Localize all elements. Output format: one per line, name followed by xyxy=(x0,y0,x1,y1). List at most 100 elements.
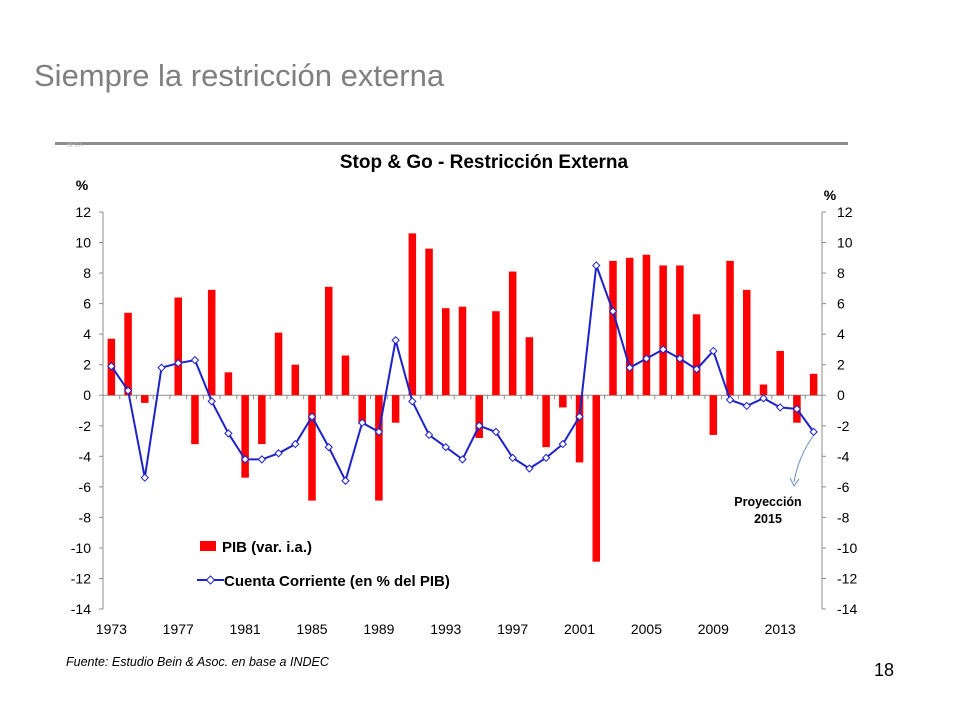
pib-bar xyxy=(759,384,768,396)
cuenta-corriente-point xyxy=(491,427,501,437)
slide-title: Siempre la restricción externa xyxy=(34,58,445,93)
pib-bar xyxy=(492,311,500,396)
cuenta-corriente-point xyxy=(692,365,701,374)
pib-bar xyxy=(592,395,601,562)
pib-bar xyxy=(726,260,734,396)
left-tick-label: 2 xyxy=(83,357,91,373)
pib-bar xyxy=(174,297,183,396)
cuenta-corriente-point xyxy=(408,397,417,406)
x-tick-label: 1985 xyxy=(296,621,327,637)
cuenta-corriente-point xyxy=(107,362,116,371)
left-tick-label: 0 xyxy=(83,387,91,403)
pib-bar xyxy=(207,289,216,396)
right-tick-label: -4 xyxy=(837,448,850,464)
cuenta-corriente-point xyxy=(792,404,802,414)
source-note: Fuente: Estudio Bein & Asoc. en base a I… xyxy=(66,655,329,669)
cuenta-corriente-point xyxy=(725,395,735,405)
cuenta-corriente-point xyxy=(341,476,350,485)
pib-bar xyxy=(124,312,132,396)
pib-bar xyxy=(141,395,149,403)
cuenta-corriente-point xyxy=(642,354,651,363)
title-divider xyxy=(55,142,848,145)
left-tick-label: 4 xyxy=(83,326,91,342)
cuenta-corriente-point xyxy=(157,363,166,372)
annotation-line1: Proyección xyxy=(734,495,801,509)
right-tick-label: 2 xyxy=(837,357,845,373)
cuenta-corriente-point xyxy=(374,427,384,437)
pib-bar xyxy=(458,306,467,396)
cuenta-corriente-point xyxy=(324,442,333,452)
bar-series xyxy=(107,233,818,562)
pib-bar xyxy=(525,337,534,396)
pib-bar xyxy=(625,257,634,396)
cuenta-corriente-point xyxy=(475,421,484,430)
cuenta-corriente-point xyxy=(458,455,467,464)
right-tick-label: 8 xyxy=(837,265,845,281)
cuenta-corriente-point xyxy=(558,439,568,449)
x-tick-label: 1993 xyxy=(430,621,461,637)
cuenta-corriente-point xyxy=(224,429,233,438)
right-axis-unit: % xyxy=(824,187,837,203)
annotation-arrowhead xyxy=(789,477,800,487)
cuenta-corriente-point xyxy=(592,261,601,270)
cuenta-corriente-point xyxy=(424,430,434,440)
pib-bar xyxy=(358,395,366,425)
cuenta-corriente-point xyxy=(140,473,150,482)
pib-bar xyxy=(391,395,400,423)
pib-bar xyxy=(442,308,450,396)
right-tick-label: 4 xyxy=(837,326,845,342)
line-series xyxy=(107,261,818,485)
cuenta-corriente-point xyxy=(809,427,818,437)
left-tick-label: -14 xyxy=(71,601,91,617)
left-tick-label: 12 xyxy=(75,204,91,220)
cuenta-corriente-point xyxy=(742,401,751,411)
left-tick-label: -10 xyxy=(71,540,91,556)
pib-bar xyxy=(324,286,333,396)
cuenta-corriente-point xyxy=(658,345,668,354)
left-tick-label: -12 xyxy=(71,570,91,586)
x-tick-label: 1981 xyxy=(230,621,261,637)
x-tick-label: 2013 xyxy=(765,621,796,637)
cuenta-corriente-point xyxy=(190,355,200,365)
legend: PIB (var. i.a.) Cuenta Corriente (en % d… xyxy=(197,539,450,590)
cuenta-corriente-point xyxy=(675,354,685,363)
cuenta-corriente-point xyxy=(291,439,300,449)
right-tick-label: -14 xyxy=(837,601,857,617)
pib-bar xyxy=(642,254,651,396)
pib-bar xyxy=(709,395,718,435)
x-tick-label: 1977 xyxy=(163,621,194,637)
right-tick-label: 0 xyxy=(837,387,845,403)
pib-bar xyxy=(291,364,300,396)
pib-bar xyxy=(224,372,233,396)
cuenta-corriente-point xyxy=(625,363,634,372)
cuenta-corriente-point xyxy=(240,455,250,464)
right-tick-label: -12 xyxy=(837,570,857,586)
left-tick-label: -2 xyxy=(79,418,92,434)
axes: 12 12 10 10 8 8 6 6 4 4 2 2 0 0 -2 -2 -4 -4 -6 -6 -8 -8 -10 -10… xyxy=(71,204,858,637)
cuenta-corriente-point xyxy=(575,412,584,421)
right-tick-label: 10 xyxy=(837,235,853,251)
left-tick-label: 6 xyxy=(83,296,91,312)
cuenta-corriente-point xyxy=(357,418,367,427)
pib-bar xyxy=(609,260,617,396)
left-tick-label: -8 xyxy=(79,509,92,525)
legend-marker xyxy=(205,575,216,585)
watermark: BFCA xyxy=(67,143,84,149)
pib-bar xyxy=(308,395,316,501)
pib-bar xyxy=(408,233,417,396)
cuenta-corriente-point xyxy=(441,442,450,452)
pib-bar xyxy=(508,271,517,396)
cuenta-corriente-point xyxy=(207,397,216,406)
x-tick-label: 2001 xyxy=(564,621,595,637)
pib-bar xyxy=(776,350,784,396)
legend-bar-swatch xyxy=(200,541,216,551)
cuenta-corriente-point xyxy=(174,358,183,368)
pib-bar xyxy=(241,395,249,478)
cuenta-corriente-point xyxy=(508,453,517,463)
pib-bar xyxy=(692,314,701,396)
cuenta-corriente-point xyxy=(608,307,618,316)
chart-title: Stop & Go - Restricción Externa xyxy=(340,152,629,173)
right-tick-label: -8 xyxy=(837,509,850,525)
projection-annotation: Proyección 2015 xyxy=(734,435,814,526)
